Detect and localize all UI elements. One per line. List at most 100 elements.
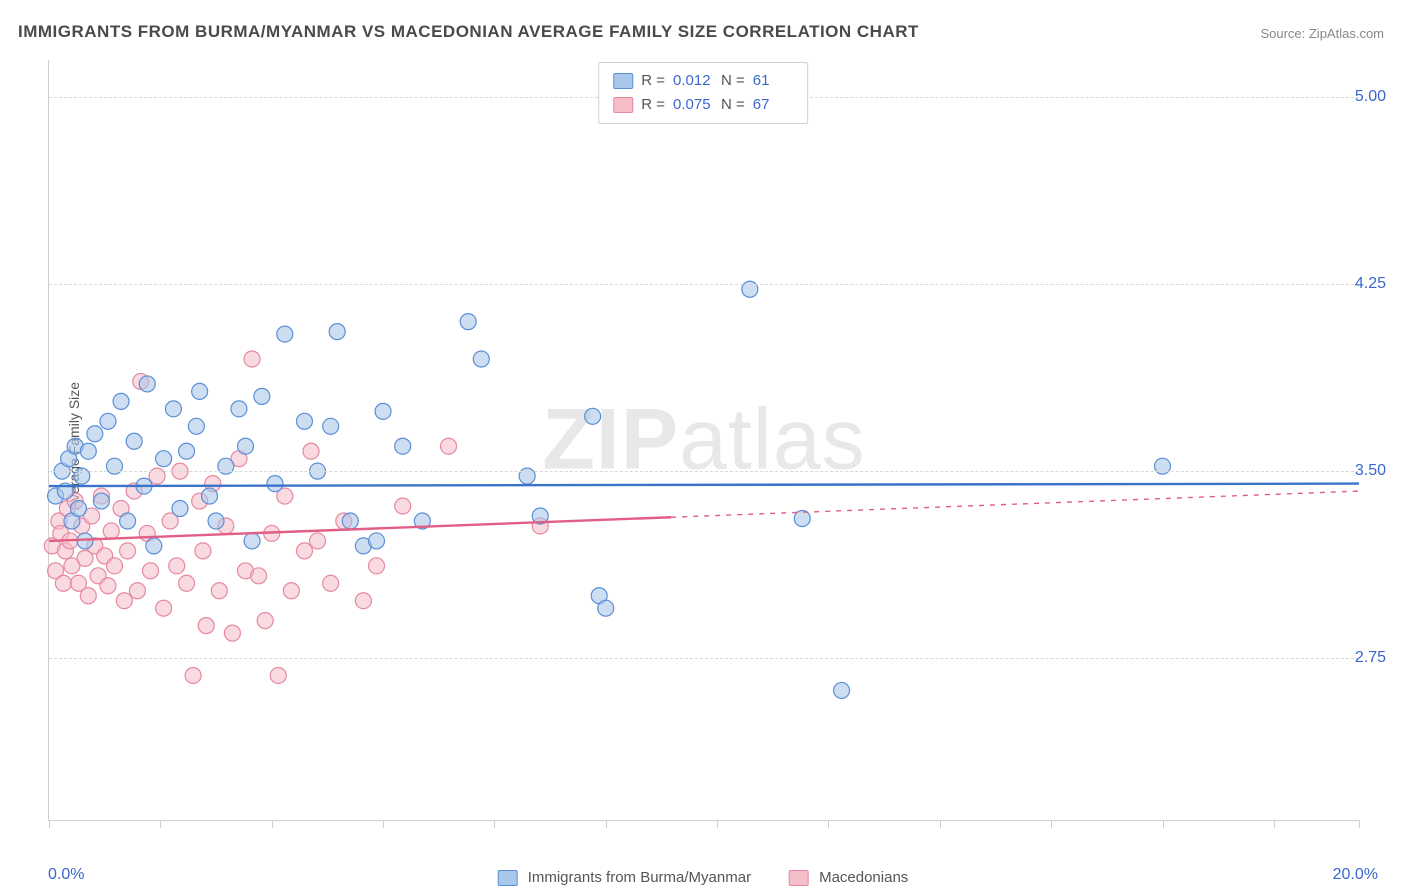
data-point bbox=[323, 575, 339, 591]
data-point bbox=[375, 403, 391, 419]
data-point bbox=[201, 488, 217, 504]
x-tick bbox=[272, 820, 273, 828]
chart-title: IMMIGRANTS FROM BURMA/MYANMAR VS MACEDON… bbox=[18, 22, 919, 42]
data-point bbox=[277, 326, 293, 342]
data-point bbox=[585, 408, 601, 424]
data-point bbox=[179, 443, 195, 459]
legend-item-pink: Macedonians bbox=[789, 869, 908, 886]
r-value-pink: 0.075 bbox=[673, 93, 713, 117]
data-point bbox=[283, 583, 299, 599]
swatch-pink-icon bbox=[789, 870, 809, 886]
data-point bbox=[165, 401, 181, 417]
data-point bbox=[323, 418, 339, 434]
data-point bbox=[473, 351, 489, 367]
data-point bbox=[460, 314, 476, 330]
data-point bbox=[329, 324, 345, 340]
plot-svg bbox=[49, 60, 1359, 820]
data-point bbox=[834, 682, 850, 698]
data-point bbox=[254, 388, 270, 404]
data-point bbox=[172, 501, 188, 517]
data-point bbox=[296, 543, 312, 559]
x-tick bbox=[383, 820, 384, 828]
data-point bbox=[244, 533, 260, 549]
swatch-pink-icon bbox=[613, 97, 633, 113]
regression-line bbox=[49, 484, 1359, 486]
data-point bbox=[156, 451, 172, 467]
data-point bbox=[113, 393, 129, 409]
data-point bbox=[80, 443, 96, 459]
n-value-blue: 61 bbox=[753, 69, 793, 93]
data-point bbox=[103, 523, 119, 539]
data-point bbox=[198, 618, 214, 634]
source-label: Source: ZipAtlas.com bbox=[1260, 26, 1384, 41]
r-label: R = bbox=[641, 93, 665, 117]
n-value-pink: 67 bbox=[753, 93, 793, 117]
data-point bbox=[303, 443, 319, 459]
data-point bbox=[70, 501, 86, 517]
data-point bbox=[55, 575, 71, 591]
data-point bbox=[80, 588, 96, 604]
data-point bbox=[146, 538, 162, 554]
x-tick bbox=[717, 820, 718, 828]
data-point bbox=[224, 625, 240, 641]
data-point bbox=[139, 376, 155, 392]
r-label: R = bbox=[641, 69, 665, 93]
x-tick bbox=[606, 820, 607, 828]
legend-series: Immigrants from Burma/Myanmar Macedonian… bbox=[498, 869, 909, 886]
data-point bbox=[598, 600, 614, 616]
data-point bbox=[395, 498, 411, 514]
r-value-blue: 0.012 bbox=[673, 69, 713, 93]
data-point bbox=[369, 533, 385, 549]
data-point bbox=[441, 438, 457, 454]
regression-line-dashed bbox=[671, 491, 1359, 517]
x-tick bbox=[940, 820, 941, 828]
legend-item-blue: Immigrants from Burma/Myanmar bbox=[498, 869, 751, 886]
data-point bbox=[185, 667, 201, 683]
data-point bbox=[87, 426, 103, 442]
gridline bbox=[49, 284, 1359, 285]
legend-stats: R = 0.012 N = 61 R = 0.075 N = 67 bbox=[598, 62, 808, 124]
data-point bbox=[211, 583, 227, 599]
x-tick bbox=[1274, 820, 1275, 828]
swatch-blue-icon bbox=[613, 73, 633, 89]
plot-area: ZIPatlas bbox=[48, 60, 1359, 821]
x-tick bbox=[1359, 820, 1360, 828]
x-tick bbox=[1051, 820, 1052, 828]
y-tick-label: 3.50 bbox=[1355, 462, 1386, 480]
x-tick bbox=[49, 820, 50, 828]
data-point bbox=[116, 593, 132, 609]
legend-label-pink: Macedonians bbox=[819, 869, 908, 886]
data-point bbox=[231, 401, 247, 417]
data-point bbox=[257, 613, 273, 629]
data-point bbox=[342, 513, 358, 529]
data-point bbox=[251, 568, 267, 584]
data-point bbox=[310, 533, 326, 549]
chart-container: IMMIGRANTS FROM BURMA/MYANMAR VS MACEDON… bbox=[0, 0, 1406, 892]
x-tick bbox=[494, 820, 495, 828]
data-point bbox=[126, 433, 142, 449]
data-point bbox=[143, 563, 159, 579]
y-tick-label: 5.00 bbox=[1355, 88, 1386, 106]
data-point bbox=[100, 578, 116, 594]
data-point bbox=[179, 575, 195, 591]
data-point bbox=[93, 493, 109, 509]
data-point bbox=[195, 543, 211, 559]
swatch-blue-icon bbox=[498, 870, 518, 886]
legend-label-blue: Immigrants from Burma/Myanmar bbox=[528, 869, 751, 886]
gridline bbox=[49, 658, 1359, 659]
data-point bbox=[107, 558, 123, 574]
x-tick bbox=[1163, 820, 1164, 828]
data-point bbox=[100, 413, 116, 429]
x-tick bbox=[828, 820, 829, 828]
data-point bbox=[296, 413, 312, 429]
data-point bbox=[156, 600, 172, 616]
data-point bbox=[192, 383, 208, 399]
data-point bbox=[395, 438, 411, 454]
gridline bbox=[49, 471, 1359, 472]
data-point bbox=[244, 351, 260, 367]
x-axis-max-label: 20.0% bbox=[1333, 866, 1378, 884]
data-point bbox=[369, 558, 385, 574]
legend-stats-row-blue: R = 0.012 N = 61 bbox=[613, 69, 793, 93]
data-point bbox=[120, 543, 136, 559]
data-point bbox=[267, 476, 283, 492]
